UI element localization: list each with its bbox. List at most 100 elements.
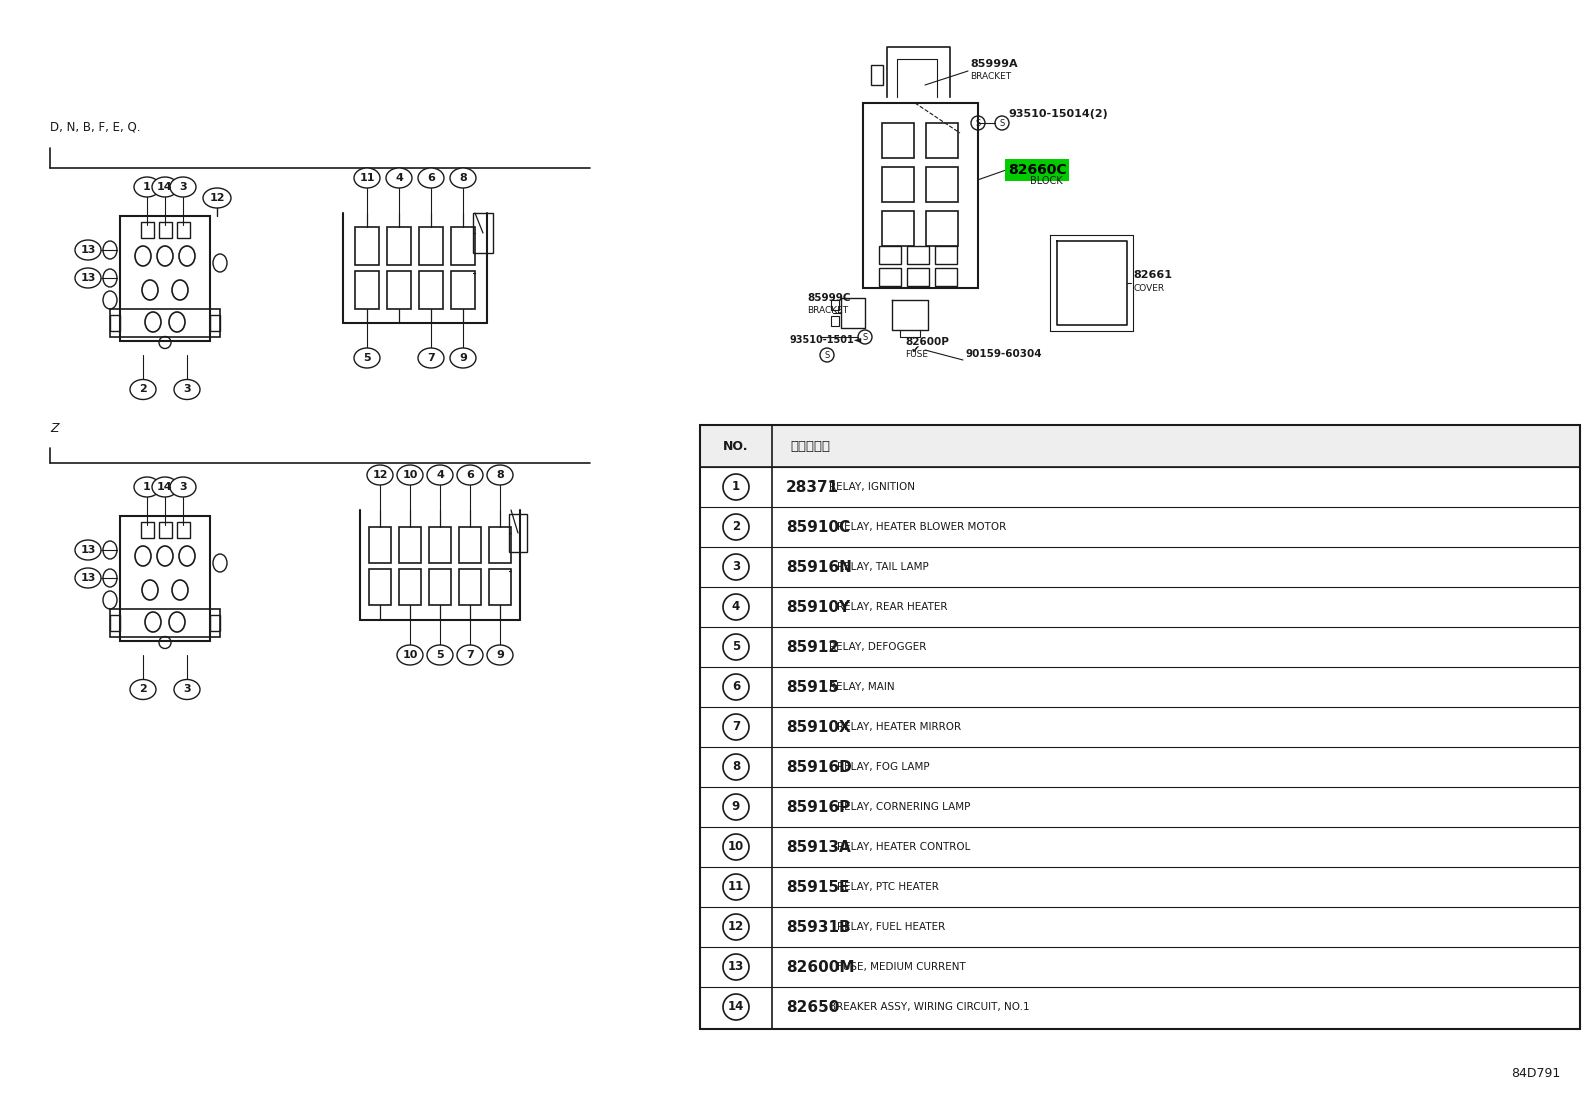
FancyBboxPatch shape bbox=[1005, 159, 1068, 181]
Text: 82660C: 82660C bbox=[1008, 163, 1067, 177]
Ellipse shape bbox=[457, 465, 482, 485]
Text: 4: 4 bbox=[436, 470, 444, 480]
Bar bbox=[400, 528, 420, 563]
Text: 3: 3 bbox=[183, 385, 191, 395]
Ellipse shape bbox=[131, 379, 156, 400]
Text: 2: 2 bbox=[732, 521, 740, 533]
Text: 4: 4 bbox=[395, 173, 403, 184]
Text: 2: 2 bbox=[139, 685, 146, 695]
Text: S: S bbox=[976, 119, 981, 127]
Bar bbox=[428, 569, 451, 606]
Bar bbox=[935, 268, 957, 286]
Text: 85999A: 85999A bbox=[970, 59, 1017, 69]
Text: 13: 13 bbox=[80, 545, 96, 555]
Bar bbox=[110, 614, 119, 631]
Ellipse shape bbox=[174, 679, 201, 699]
Ellipse shape bbox=[204, 188, 231, 208]
Bar bbox=[907, 268, 930, 286]
Text: 85915: 85915 bbox=[786, 679, 839, 695]
Ellipse shape bbox=[134, 477, 161, 497]
Text: 85915E: 85915E bbox=[786, 879, 850, 895]
Text: 3: 3 bbox=[183, 685, 191, 695]
Text: 85931B: 85931B bbox=[786, 920, 850, 934]
Text: 82600P: 82600P bbox=[904, 337, 949, 347]
Bar bbox=[882, 122, 914, 157]
Text: 82661: 82661 bbox=[1134, 270, 1172, 280]
Text: 13: 13 bbox=[80, 273, 96, 284]
Bar bbox=[110, 609, 220, 636]
Text: 85916N: 85916N bbox=[786, 559, 852, 575]
Text: 5: 5 bbox=[436, 650, 444, 660]
Bar bbox=[177, 522, 189, 537]
Ellipse shape bbox=[419, 168, 444, 188]
Bar bbox=[831, 300, 839, 310]
Text: 13: 13 bbox=[80, 245, 96, 255]
Bar bbox=[700, 425, 1579, 467]
Bar bbox=[700, 425, 1579, 1029]
Circle shape bbox=[723, 834, 748, 861]
Text: RELAY, MAIN: RELAY, MAIN bbox=[829, 682, 895, 692]
Ellipse shape bbox=[487, 465, 513, 485]
Text: ✔: ✔ bbox=[911, 345, 920, 355]
Text: D, N, B, F, E, Q.: D, N, B, F, E, Q. bbox=[49, 120, 140, 133]
Text: 12: 12 bbox=[373, 470, 388, 480]
Text: 82600M: 82600M bbox=[786, 959, 855, 975]
Text: 3: 3 bbox=[180, 182, 186, 192]
Bar bbox=[509, 514, 527, 552]
Ellipse shape bbox=[170, 177, 196, 197]
Text: 9: 9 bbox=[732, 800, 740, 813]
Bar bbox=[927, 122, 958, 157]
Bar bbox=[119, 515, 210, 641]
Circle shape bbox=[723, 993, 748, 1020]
Text: RELAY, PTC HEATER: RELAY, PTC HEATER bbox=[837, 882, 939, 892]
Text: 1: 1 bbox=[732, 480, 740, 493]
Bar bbox=[489, 569, 511, 606]
Bar bbox=[907, 246, 930, 264]
Bar bbox=[369, 569, 392, 606]
Ellipse shape bbox=[353, 168, 380, 188]
Ellipse shape bbox=[451, 348, 476, 368]
Text: 9: 9 bbox=[458, 353, 466, 363]
Ellipse shape bbox=[427, 645, 454, 665]
Circle shape bbox=[723, 793, 748, 820]
Text: BRACKET: BRACKET bbox=[807, 306, 849, 315]
Text: BRACKET: BRACKET bbox=[970, 73, 1011, 81]
Text: 10: 10 bbox=[728, 841, 743, 854]
Text: 93510-15014(2): 93510-15014(2) bbox=[1008, 109, 1108, 119]
Text: 2: 2 bbox=[139, 385, 146, 395]
Bar bbox=[159, 222, 172, 237]
Circle shape bbox=[723, 754, 748, 780]
Bar bbox=[119, 215, 210, 341]
Text: 85910X: 85910X bbox=[786, 720, 850, 734]
Text: 85910Y: 85910Y bbox=[786, 599, 850, 614]
Text: 14: 14 bbox=[728, 1000, 743, 1013]
Text: RELAY, FUEL HEATER: RELAY, FUEL HEATER bbox=[837, 922, 946, 932]
Text: 85916P: 85916P bbox=[786, 799, 850, 814]
Ellipse shape bbox=[419, 348, 444, 368]
Bar bbox=[935, 246, 957, 264]
Text: RELAY, CORNERING LAMP: RELAY, CORNERING LAMP bbox=[837, 802, 970, 812]
Text: 13: 13 bbox=[80, 573, 96, 582]
Ellipse shape bbox=[385, 168, 412, 188]
Text: 7: 7 bbox=[466, 650, 474, 660]
Text: S: S bbox=[1000, 119, 1005, 127]
Text: 5: 5 bbox=[363, 353, 371, 363]
Bar bbox=[863, 102, 977, 288]
Text: 12: 12 bbox=[728, 921, 743, 933]
Bar bbox=[110, 309, 220, 336]
Bar bbox=[879, 246, 901, 264]
Text: 7: 7 bbox=[732, 721, 740, 733]
Ellipse shape bbox=[75, 540, 100, 560]
Text: S: S bbox=[825, 351, 829, 359]
Text: 1: 1 bbox=[143, 482, 151, 492]
Text: S: S bbox=[863, 333, 868, 342]
Ellipse shape bbox=[131, 679, 156, 699]
Text: 8: 8 bbox=[458, 173, 466, 184]
Bar bbox=[369, 528, 392, 563]
Bar bbox=[355, 227, 379, 265]
Text: 12: 12 bbox=[209, 193, 224, 203]
Bar bbox=[140, 222, 153, 237]
Bar bbox=[927, 167, 958, 201]
Bar bbox=[400, 569, 420, 606]
Text: 11: 11 bbox=[728, 880, 743, 893]
